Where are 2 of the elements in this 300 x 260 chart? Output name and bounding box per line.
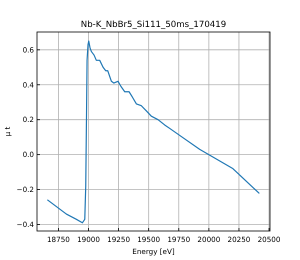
line-series	[47, 40, 260, 224]
chart-title: Nb-K_NbBr5_Si111_50ms_170419	[80, 20, 226, 30]
